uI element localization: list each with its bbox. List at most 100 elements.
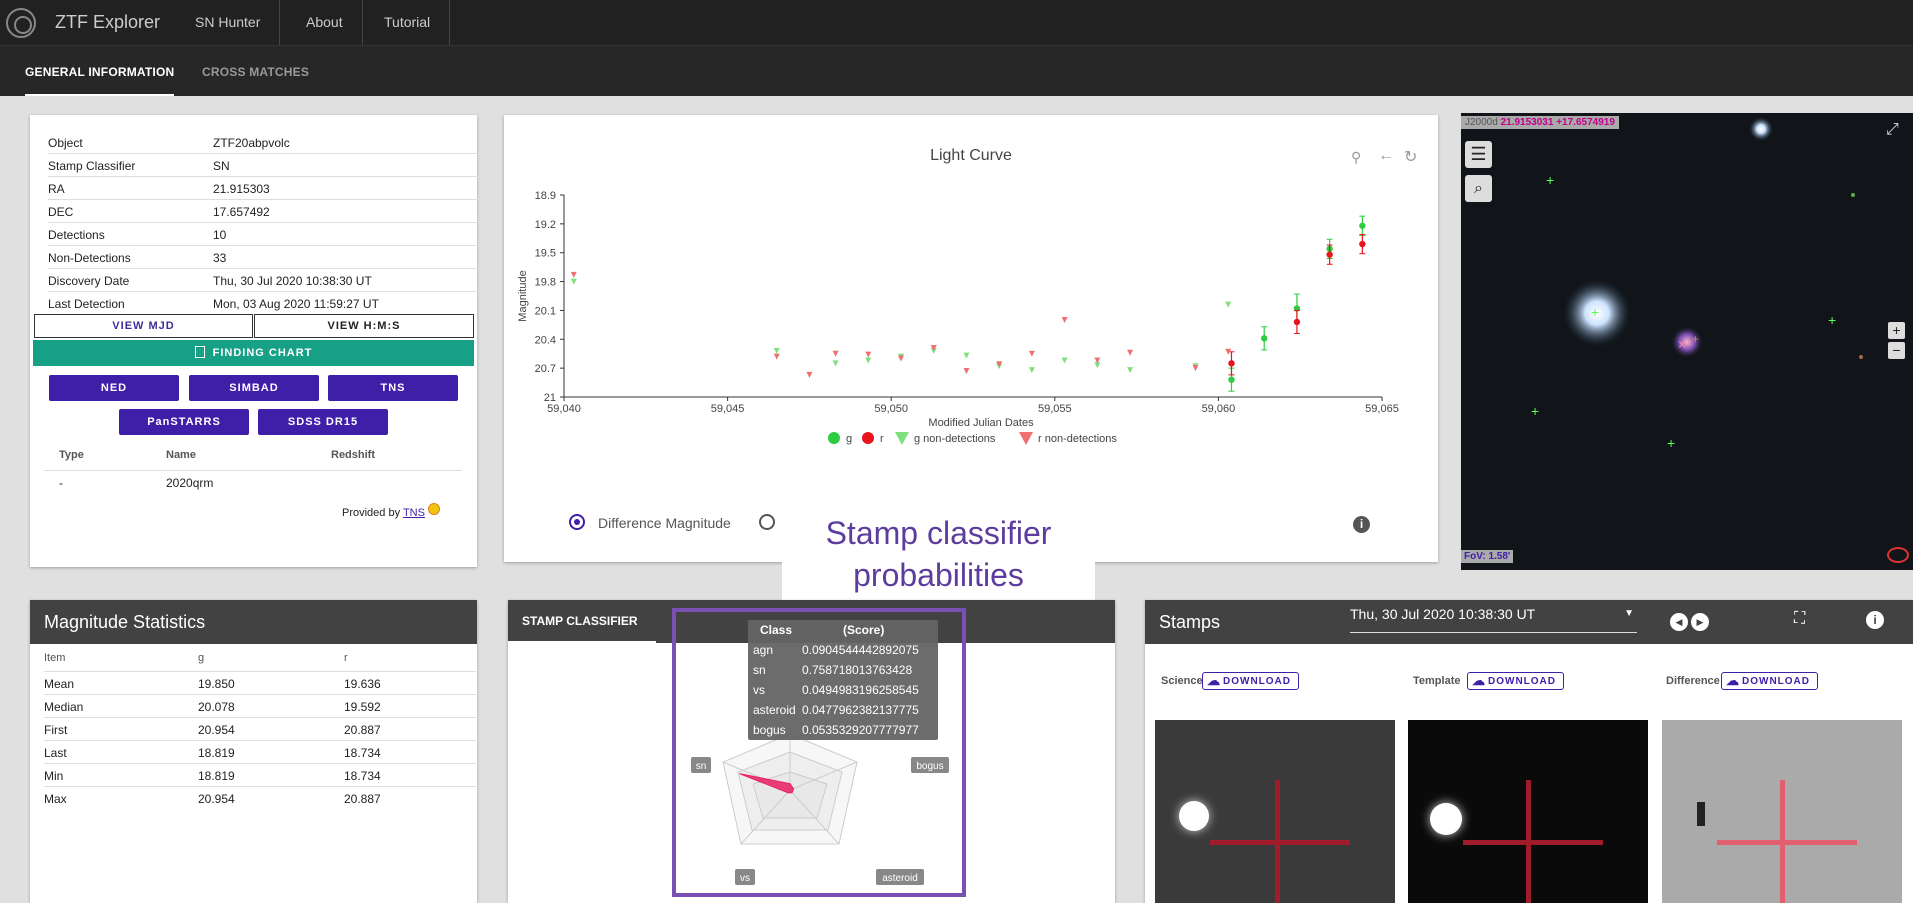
difference-stamp-image[interactable] xyxy=(1662,720,1902,903)
stamp-date-value: Thu, 30 Jul 2020 10:38:30 UT xyxy=(1350,606,1536,622)
chevron-down-icon: ▼ xyxy=(1624,608,1634,619)
document-icon xyxy=(194,346,205,358)
mag-row-min: Min 18.819 18.734 xyxy=(44,764,476,787)
mag-cell: Mean xyxy=(44,677,75,691)
science-stamp-image[interactable] xyxy=(1155,720,1395,903)
tns-link[interactable]: TNS xyxy=(402,507,425,519)
panstarrs-button[interactable]: PanSTARRS xyxy=(119,409,249,435)
x-tick-label: 59,060 xyxy=(1202,403,1236,415)
difference-magnitude-label: Difference Magnitude xyxy=(598,515,731,531)
ztf-logo-icon[interactable] xyxy=(6,8,36,38)
stamps-info-icon[interactable]: i xyxy=(1866,611,1884,629)
tooltip-score: 0.0904544442892075 xyxy=(802,643,919,657)
tab-stamp-classifier[interactable]: STAMP CLASSIFIER xyxy=(508,600,656,643)
back-arrow-icon[interactable]: ← xyxy=(1378,147,1394,164)
zoom-out-icon[interactable]: − xyxy=(1888,342,1905,359)
radar-axis-label: bogus xyxy=(916,761,943,772)
fullscreen-icon[interactable]: ⛶ xyxy=(1794,610,1806,627)
probabilities-tooltip: Class (Score) agn 0.0904544442892075 sn 0.7… xyxy=(748,620,938,740)
info-row-object: Object ZTF20abpvolc xyxy=(48,131,504,154)
x-tick-label: 59,055 xyxy=(1038,403,1072,415)
data-point-non-detection xyxy=(570,278,577,285)
data-point-non-detection xyxy=(832,350,839,357)
previous-stamp-icon[interactable]: ◀ xyxy=(1670,613,1688,631)
legend-label: g non-detections xyxy=(914,433,996,445)
layers-icon[interactable]: ☰ xyxy=(1465,141,1492,168)
mag-cell: 20.887 xyxy=(344,792,381,806)
science-download-button[interactable]: DOWNLOAD xyxy=(1202,672,1299,690)
nav-sn-hunter[interactable]: SN Hunter xyxy=(176,0,281,45)
tooltip-row: bogus 0.0535329207777977 xyxy=(748,720,938,740)
next-stamp-icon[interactable]: ▶ xyxy=(1691,613,1709,631)
y-tick-label: 21 xyxy=(544,392,556,404)
svg-text:+: + xyxy=(1828,312,1836,328)
search-icon[interactable]: ⌕ xyxy=(1465,175,1492,202)
overlay-line-2: probabilities xyxy=(853,557,1024,593)
tooltip-class: bogus xyxy=(753,723,786,737)
nav-tutorial[interactable]: Tutorial xyxy=(365,0,451,45)
y-tick-label: 19.2 xyxy=(535,219,556,231)
info-value: 33 xyxy=(213,251,227,265)
difference-magnitude-radio[interactable] xyxy=(569,514,585,530)
refresh-icon[interactable]: ↻ xyxy=(1404,149,1418,166)
tns-type-value: - xyxy=(59,476,63,490)
expand-icon[interactable]: ⤢ xyxy=(1886,121,1899,138)
view-mjd-button[interactable]: VIEW MJD xyxy=(34,314,253,338)
ned-button[interactable]: NED xyxy=(49,375,179,401)
aladin-sky-viewer[interactable]: + + + × + + + J2000d 21.9153031 +17.6574… xyxy=(1461,113,1913,570)
mag-row-mean: Mean 19.850 19.636 xyxy=(44,672,476,695)
data-point xyxy=(1359,222,1366,229)
view-hms-button[interactable]: VIEW H:M:S xyxy=(254,314,474,338)
finding-chart-button[interactable]: FINDING CHART xyxy=(33,340,474,366)
info-row-dec: DEC 17.657492 xyxy=(48,200,504,223)
app-title[interactable]: ZTF Explorer xyxy=(55,12,161,32)
radar-chart[interactable]: sn bogus vs asteroid xyxy=(676,612,962,893)
tab-cross-matches[interactable]: CROSS MATCHES xyxy=(202,65,310,79)
template-download-button[interactable]: DOWNLOAD xyxy=(1467,672,1564,690)
data-point xyxy=(1293,318,1301,326)
data-point-non-detection xyxy=(963,352,970,359)
template-label: Template xyxy=(1413,675,1461,687)
info-key: Last Detection xyxy=(48,297,125,311)
simbad-button[interactable]: SIMBAD xyxy=(189,375,319,401)
mag-cell: 19.636 xyxy=(344,677,381,691)
data-point-non-detection xyxy=(996,361,1003,368)
info-icon[interactable]: i xyxy=(1353,516,1370,533)
info-value: 17.657492 xyxy=(213,205,270,219)
y-tick-label: 18.9 xyxy=(535,190,556,202)
tooltip-score: 0.0494983196258545 xyxy=(802,683,919,697)
tab-general-information[interactable]: GENERAL INFORMATION xyxy=(25,46,175,96)
data-point-non-detection xyxy=(806,371,813,378)
difference-download-button[interactable]: DOWNLOAD xyxy=(1721,672,1818,690)
apparent-magnitude-radio[interactable] xyxy=(759,514,775,530)
nav-about[interactable]: About xyxy=(287,0,363,45)
info-row-ra: RA 21.915303 xyxy=(48,177,504,200)
y-tick-label: 19.8 xyxy=(535,277,556,289)
zoom-in-icon[interactable]: + xyxy=(1888,322,1905,339)
info-key: Discovery Date xyxy=(48,274,130,288)
tns-button[interactable]: TNS xyxy=(328,375,458,401)
info-row-non-detections: Non-Detections 33 xyxy=(48,246,504,269)
template-stamp-image[interactable] xyxy=(1408,720,1648,903)
mag-cell: 20.887 xyxy=(344,723,381,737)
tooltip-class: sn xyxy=(753,663,766,677)
stamp-date-select[interactable]: Thu, 30 Jul 2020 10:38:30 UT ▼ xyxy=(1350,606,1637,633)
aladin-logo-icon[interactable] xyxy=(1887,547,1909,563)
tab-bar: GENERAL INFORMATION CROSS MATCHES xyxy=(0,45,1913,96)
y-tick-label: 20.4 xyxy=(535,334,556,346)
y-tick-label: 19.5 xyxy=(535,248,556,260)
data-point-non-detection xyxy=(865,351,872,358)
mag-cell: 20.078 xyxy=(198,700,235,714)
zoom-icon[interactable]: ⚲ xyxy=(1351,149,1362,165)
tooltip-row: sn 0.758718013763428 xyxy=(748,660,938,680)
divider xyxy=(44,671,476,672)
tooltip-score: 0.0535329207777977 xyxy=(802,723,919,737)
sdss-button[interactable]: SDSS DR15 xyxy=(258,409,388,435)
tooltip-class: agn xyxy=(753,643,774,657)
data-point xyxy=(1228,376,1235,383)
info-row-stamp-classifier: Stamp Classifier SN xyxy=(48,154,504,177)
info-value: Thu, 30 Jul 2020 10:38:30 UT xyxy=(213,274,372,288)
data-point xyxy=(1228,360,1235,367)
coords-prefix: J2000d xyxy=(1465,117,1498,128)
